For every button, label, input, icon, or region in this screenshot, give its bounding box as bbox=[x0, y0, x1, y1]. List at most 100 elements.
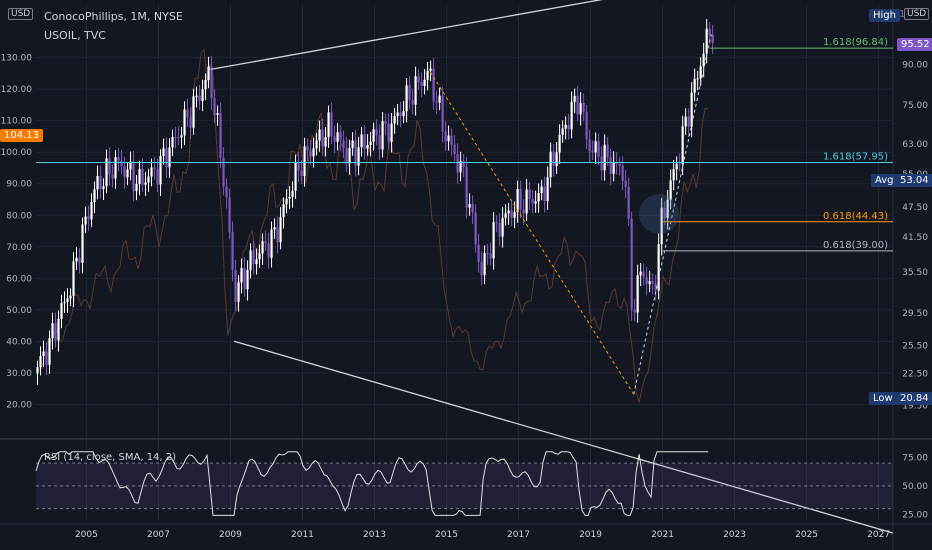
candle-body bbox=[243, 267, 246, 290]
candle-body bbox=[99, 175, 102, 189]
channel-trend-line[interactable] bbox=[210, 0, 893, 71]
candle-body bbox=[459, 161, 462, 173]
candle-body bbox=[687, 116, 690, 127]
candle-body bbox=[237, 282, 240, 302]
x-tick-label: 2027 bbox=[867, 530, 890, 540]
candle-body bbox=[390, 123, 393, 142]
candle-body bbox=[456, 154, 459, 173]
candle-body bbox=[708, 28, 711, 35]
candle-body bbox=[342, 140, 345, 148]
candle-body bbox=[681, 126, 684, 164]
candle-body bbox=[621, 165, 624, 181]
candle-body bbox=[516, 188, 519, 213]
x-tick-label: 2009 bbox=[219, 530, 242, 540]
candle-body bbox=[531, 199, 534, 204]
candle-body bbox=[321, 129, 324, 147]
candle-body bbox=[357, 147, 360, 166]
candle-body bbox=[525, 189, 528, 214]
left-axis-tick: 130.00 bbox=[1, 54, 33, 64]
candle-body bbox=[249, 250, 252, 270]
x-tick-label: 2011 bbox=[291, 530, 314, 540]
low-tag: Low bbox=[869, 392, 897, 405]
x-tick-label: 2017 bbox=[507, 530, 530, 540]
corner-marker: 1 bbox=[899, 9, 906, 20]
candle-body bbox=[552, 151, 555, 166]
candle-body bbox=[147, 176, 150, 183]
left-current-price: 104.13 bbox=[0, 129, 43, 142]
candle-body bbox=[264, 241, 267, 244]
candle-body bbox=[705, 28, 708, 54]
candle-body bbox=[66, 298, 69, 303]
candle-body bbox=[42, 351, 45, 357]
overlay-title[interactable]: USOIL, TVC bbox=[44, 29, 106, 42]
candle-body bbox=[156, 168, 159, 185]
candle-body bbox=[180, 135, 183, 138]
candle-body bbox=[540, 186, 543, 194]
candle-body bbox=[282, 204, 285, 218]
candle-body bbox=[381, 121, 384, 150]
candle-body bbox=[477, 244, 480, 262]
candle-body bbox=[555, 152, 558, 166]
low-value: 20.84 bbox=[896, 392, 932, 405]
candle-body bbox=[495, 222, 498, 224]
right-axis-tick: 90.00 bbox=[902, 60, 928, 70]
candle-body bbox=[285, 198, 288, 205]
candle-body bbox=[210, 66, 213, 99]
candle-body bbox=[444, 131, 447, 142]
symbol-title[interactable]: ConocoPhillips, 1M, NYSE bbox=[44, 10, 183, 23]
candle-body bbox=[189, 117, 192, 128]
candle-body bbox=[318, 129, 321, 141]
candle-body bbox=[303, 146, 306, 176]
candle-body bbox=[588, 139, 591, 152]
candle-body bbox=[675, 163, 678, 170]
left-axis-tick: 80.00 bbox=[6, 211, 32, 221]
rsi-line bbox=[35, 451, 709, 516]
candle-body bbox=[489, 253, 492, 259]
candle-body bbox=[102, 186, 105, 189]
left-axis-tick: 110.00 bbox=[1, 117, 33, 127]
left-axis-tick: 30.00 bbox=[6, 369, 32, 379]
candle-body bbox=[678, 163, 681, 165]
candle-body bbox=[699, 66, 702, 79]
candle-body bbox=[300, 170, 303, 176]
usoil-overlay-line bbox=[35, 48, 709, 403]
candle-body bbox=[339, 132, 342, 141]
candle-body bbox=[174, 137, 177, 139]
candle-body bbox=[639, 271, 642, 276]
candle-body bbox=[369, 141, 372, 146]
right-current-price: 95.52 bbox=[897, 38, 932, 51]
candle-body bbox=[441, 95, 444, 132]
candle-body bbox=[135, 183, 138, 192]
candle-body bbox=[222, 157, 225, 187]
candle-body bbox=[234, 270, 237, 302]
candle-body bbox=[567, 124, 570, 130]
right-axis-tick: 22.50 bbox=[902, 370, 928, 380]
candle-body bbox=[693, 78, 696, 93]
candle-body bbox=[51, 323, 54, 339]
candle-body bbox=[573, 95, 576, 102]
right-currency-tag[interactable]: USD bbox=[904, 8, 930, 20]
candle-body bbox=[219, 113, 222, 158]
candle-body bbox=[546, 177, 549, 202]
left-axis-tick: 60.00 bbox=[6, 274, 32, 284]
candle-body bbox=[396, 112, 399, 117]
candle-body bbox=[255, 259, 258, 265]
candle-body bbox=[597, 141, 600, 157]
candle-body bbox=[654, 283, 657, 291]
candle-body bbox=[294, 161, 297, 191]
channel-trend-line[interactable] bbox=[233, 340, 894, 534]
candle-body bbox=[579, 103, 582, 115]
candle-body bbox=[564, 124, 567, 129]
candle-body bbox=[402, 111, 405, 117]
x-tick-label: 2023 bbox=[723, 530, 746, 540]
candle-body bbox=[84, 216, 87, 225]
candle-body bbox=[657, 244, 660, 291]
candle-body bbox=[603, 144, 606, 171]
fib-extension-line[interactable] bbox=[633, 34, 712, 395]
candle-body bbox=[399, 112, 402, 117]
right-axis-tick: 29.50 bbox=[902, 309, 928, 319]
candle-body bbox=[414, 76, 417, 105]
candle-body bbox=[231, 232, 234, 271]
candle-body bbox=[186, 109, 189, 118]
